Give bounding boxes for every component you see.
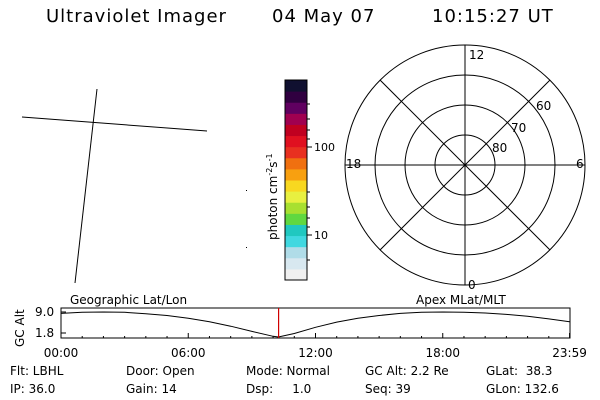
colorbar-segment [285,213,307,225]
colorbar-segment [285,102,307,114]
polar-mlt-6: 6 [576,157,584,171]
gain-status: Gain: 14 [126,382,177,396]
colorbar-ticks [307,103,312,261]
colorbar-segment [285,202,307,214]
colorbar-segment [285,235,307,248]
polar-lat-80: 80 [492,141,507,155]
strip-x-tick-label: 06:00 [171,346,206,360]
polar-lat-70: 70 [511,121,526,135]
colorbar-segment [285,157,307,170]
app-title: Ultraviolet Imager [46,6,227,27]
colorbar-segment [285,146,307,159]
colorbar-segment [285,80,307,92]
strip-y-tick-max: 9.0 [35,305,54,319]
strip-y-tick-min: 1.8 [35,326,54,340]
colorbar-segment [285,180,307,192]
glon-status: GLon: 132.6 [486,382,559,396]
colorbar-segment [285,113,307,125]
gcalt-status: GC Alt: 2.2 Re [365,364,449,378]
polar-mlt-18: 18 [346,157,361,171]
date-label: 04 May 07 [272,6,376,27]
colorbar-segment [285,191,307,203]
strip-x-tick-label: 00:00 [44,346,79,360]
strip-x-tick-label: 23:59 [552,346,587,360]
colorbar-tick-100: 100 [314,141,335,154]
dsp-status: Dsp: 1.0 [246,382,312,396]
polar-lat-60: 60 [536,99,551,113]
door-status: Door: Open [126,364,195,378]
altitude-curve [60,311,570,338]
strip-x-tick-label: 12:00 [298,346,333,360]
ip-status: IP: 36.0 [10,382,56,396]
apex-caption: Apex MLat/MLT [416,293,506,307]
strip-x-ticks [60,333,571,338]
colorbar-frame [284,79,308,281]
strip-x-tick-label: 18:00 [425,346,460,360]
colorbar-segment [285,135,307,148]
colorbar-segment [285,124,307,137]
polar-plot [344,44,586,286]
colorbar-segment [285,91,307,103]
polar-diag-2 [379,79,551,251]
time-label: 10:15:27 UT [432,6,554,27]
seq-status: Seq: 39 [365,382,411,396]
colorbar-segment [285,168,307,181]
colorbar-tick-10: 10 [314,229,328,242]
geo-caption: Geographic Lat/Lon [70,293,187,307]
polar-mlt-0: 0 [468,278,476,292]
mode-status: Mode: Normal [246,364,330,378]
colorbar-segment [285,224,307,237]
colorbar [285,80,307,281]
stray-pixels [246,190,247,248]
polar-mlt-12: 12 [469,48,484,62]
strip-y-axis-label: GC Alt [13,309,27,347]
colorbar-segment [285,268,307,281]
colorbar-segment [285,257,307,270]
glat-status: GLat: 38.3 [486,364,553,378]
colorbar-segment [285,246,307,259]
flt-status: Flt: LBHL [10,364,64,378]
strip-chart [60,307,571,339]
strip-x-tick-labels: 00:00 06:00 12:00 18:00 23:59 [44,346,587,360]
geo-lon-line [74,88,98,284]
colorbar-unit-label: photon cm-2s-1 [265,153,280,240]
geo-grid [21,88,208,284]
geo-lat-line [21,116,208,132]
